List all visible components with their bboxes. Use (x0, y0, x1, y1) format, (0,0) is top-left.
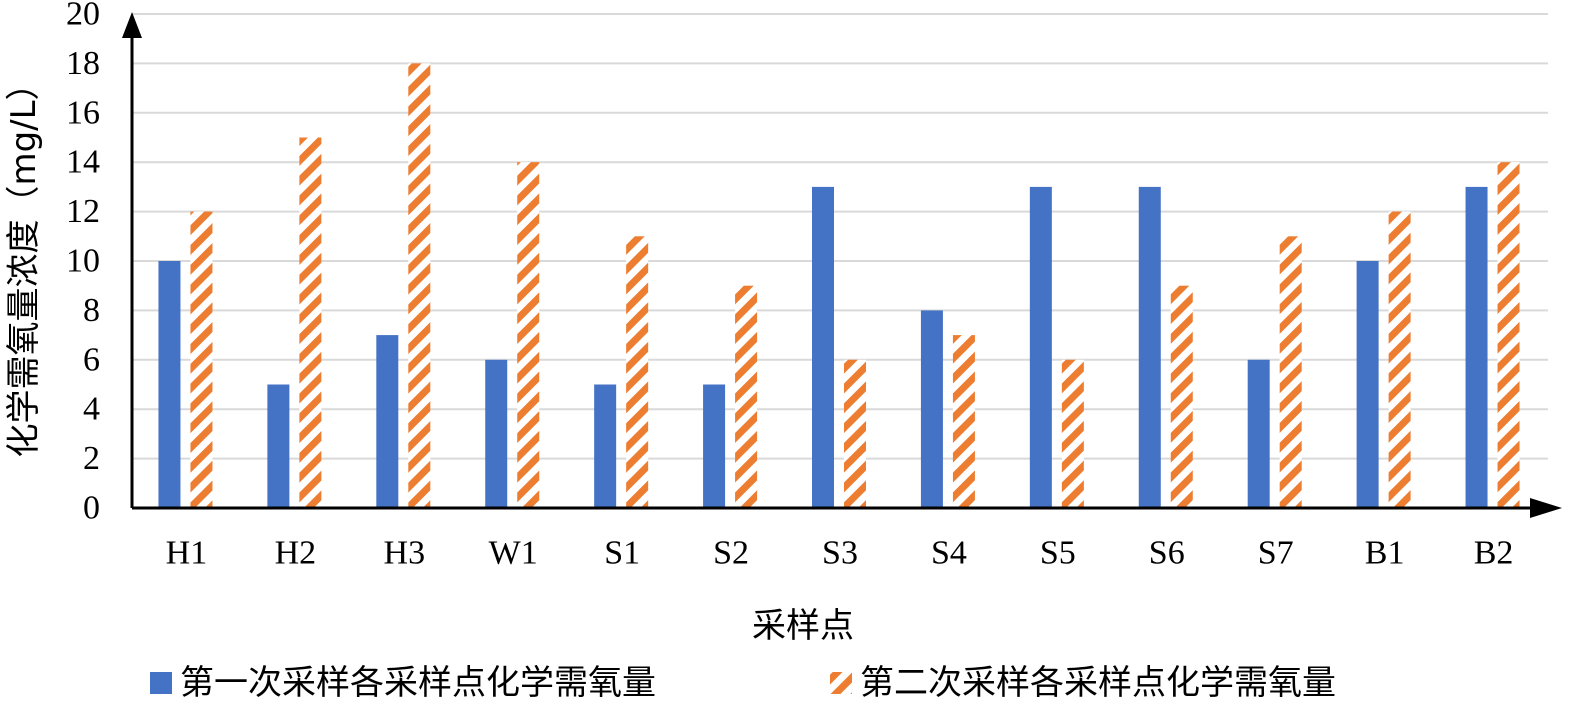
bar-2-s7 (1279, 236, 1302, 509)
y-tick-label: 6 (83, 341, 100, 378)
bar-1-s6 (1138, 186, 1161, 508)
bar-1-s4 (920, 310, 943, 508)
bar-1-h1 (158, 261, 181, 508)
bar-2-w1 (517, 162, 540, 508)
y-tick-label: 8 (83, 292, 100, 329)
bar-1-s2 (703, 384, 726, 508)
y-axis-title: 化学需氧量浓度（mg/L） (4, 66, 44, 457)
axes (122, 12, 1562, 518)
y-tick-label: 12 (66, 193, 100, 230)
bar-2-b2 (1497, 162, 1520, 508)
x-tick-label: S5 (1040, 535, 1076, 572)
y-tick-label: 16 (66, 94, 100, 131)
bar-2-s4 (952, 335, 975, 508)
y-tick-label: 4 (83, 391, 100, 428)
y-tick-label: 10 (66, 243, 100, 280)
y-axis-arrow (122, 12, 142, 38)
x-tick-label: S3 (822, 535, 858, 572)
bar-1-s1 (594, 384, 617, 508)
x-tick-label: S7 (1258, 535, 1294, 572)
x-tick-label: H2 (275, 535, 317, 572)
x-axis-title: 采样点 (752, 606, 854, 646)
bar-1-h3 (376, 335, 399, 508)
legend-label-1: 第一次采样各采样点化学需氧量 (180, 663, 656, 701)
bar-2-s5 (1061, 359, 1084, 508)
legend: 第一次采样各采样点化学需氧量 第二次采样各采样点化学需氧量 (150, 663, 1336, 701)
bar-1-b1 (1356, 261, 1379, 508)
y-tick-labels: 0 2 4 6 8 10 12 14 16 18 20 (66, 0, 100, 527)
x-tick-label: H3 (384, 535, 426, 572)
bar-1-s3 (812, 186, 834, 508)
y-tick-label: 0 (83, 490, 100, 527)
legend-swatch-1 (150, 672, 172, 694)
bar-2-h2 (299, 137, 322, 508)
bar-2-h1 (190, 211, 213, 508)
y-tick-label: 20 (66, 0, 100, 33)
bar-1-w1 (485, 359, 508, 508)
x-tick-label: W1 (489, 535, 538, 572)
bar-2-s1 (626, 236, 649, 509)
bar-2-h3 (408, 63, 431, 509)
bar-1-s5 (1029, 186, 1052, 508)
bar-1-b2 (1465, 186, 1488, 508)
x-axis-arrow (1530, 498, 1562, 518)
y-tick-label: 14 (66, 144, 100, 181)
bars (158, 63, 1520, 509)
x-tick-label: S6 (1149, 535, 1185, 572)
bar-1-h2 (267, 384, 290, 508)
bar-2-b1 (1388, 211, 1411, 508)
bar-2-s2 (735, 285, 758, 508)
x-tick-label: S1 (604, 535, 640, 572)
bar-2-s3 (844, 359, 866, 508)
x-tick-label: B1 (1365, 535, 1405, 572)
x-tick-label: S4 (931, 535, 967, 572)
legend-swatch-2 (830, 672, 852, 694)
bar-2-s6 (1170, 285, 1193, 508)
legend-label-2: 第二次采样各采样点化学需氧量 (860, 663, 1336, 701)
x-tick-labels: H1 H2 H3 W1 S1 S2 S3 S4 S5 S6 S7 B1 B2 (166, 535, 1514, 572)
y-tick-label: 18 (66, 45, 100, 82)
x-tick-label: S2 (713, 535, 749, 572)
gridlines (132, 13, 1548, 460)
bar-1-s7 (1247, 359, 1270, 508)
x-tick-label: B2 (1474, 535, 1514, 572)
x-tick-label: H1 (166, 535, 208, 572)
y-tick-label: 2 (83, 440, 100, 477)
